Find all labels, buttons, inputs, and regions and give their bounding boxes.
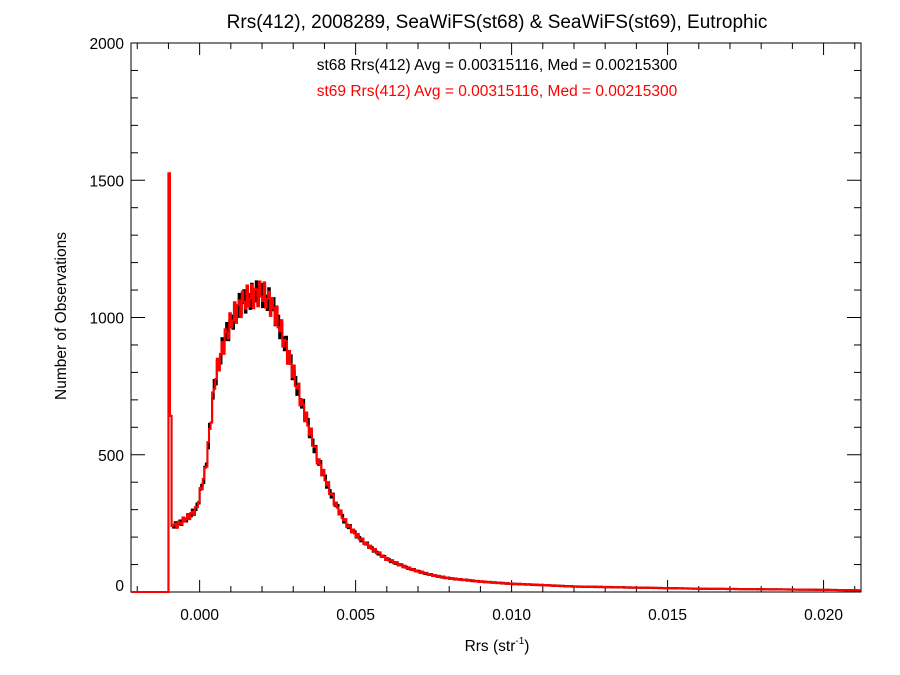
x-tick-label: 0.020 — [804, 607, 843, 624]
series-layer — [131, 172, 861, 593]
y-axis-ticks: 0 500 1000 1500 2000 — [90, 36, 861, 595]
chart-title: Rrs(412), 2008289, SeaWiFS(st68) & SeaWi… — [227, 12, 768, 33]
series-st68-histogram — [131, 172, 861, 593]
y-tick-label: 2000 — [90, 36, 125, 53]
y-tick-label: 1500 — [90, 173, 125, 190]
series-st69-histogram — [131, 172, 861, 593]
annotation-st69: st69 Rrs(412) Avg = 0.00315116, Med = 0.… — [317, 83, 678, 100]
x-tick-label: 0.015 — [648, 607, 687, 624]
y-tick-label: 500 — [98, 448, 124, 465]
x-tick-label: 0.005 — [336, 607, 375, 624]
y-tick-label: 0 — [115, 578, 124, 595]
x-axis-ticks: 0.000 0.005 0.010 0.015 0.020 — [136, 43, 856, 624]
x-tick-label: 0.010 — [492, 607, 531, 624]
annotation-st68: st68 Rrs(412) Avg = 0.00315116, Med = 0.… — [317, 57, 678, 74]
y-tick-label: 1000 — [90, 311, 125, 328]
x-axis-label-main: Rrs (str — [465, 638, 516, 655]
x-axis-label: Rrs (str-1) — [465, 636, 530, 655]
x-tick-label: 0.000 — [180, 607, 219, 624]
x-axis-label-superscript: -1 — [515, 636, 524, 647]
y-axis-label: Number of Observations — [53, 232, 70, 400]
x-axis-label-close: ) — [524, 638, 529, 655]
